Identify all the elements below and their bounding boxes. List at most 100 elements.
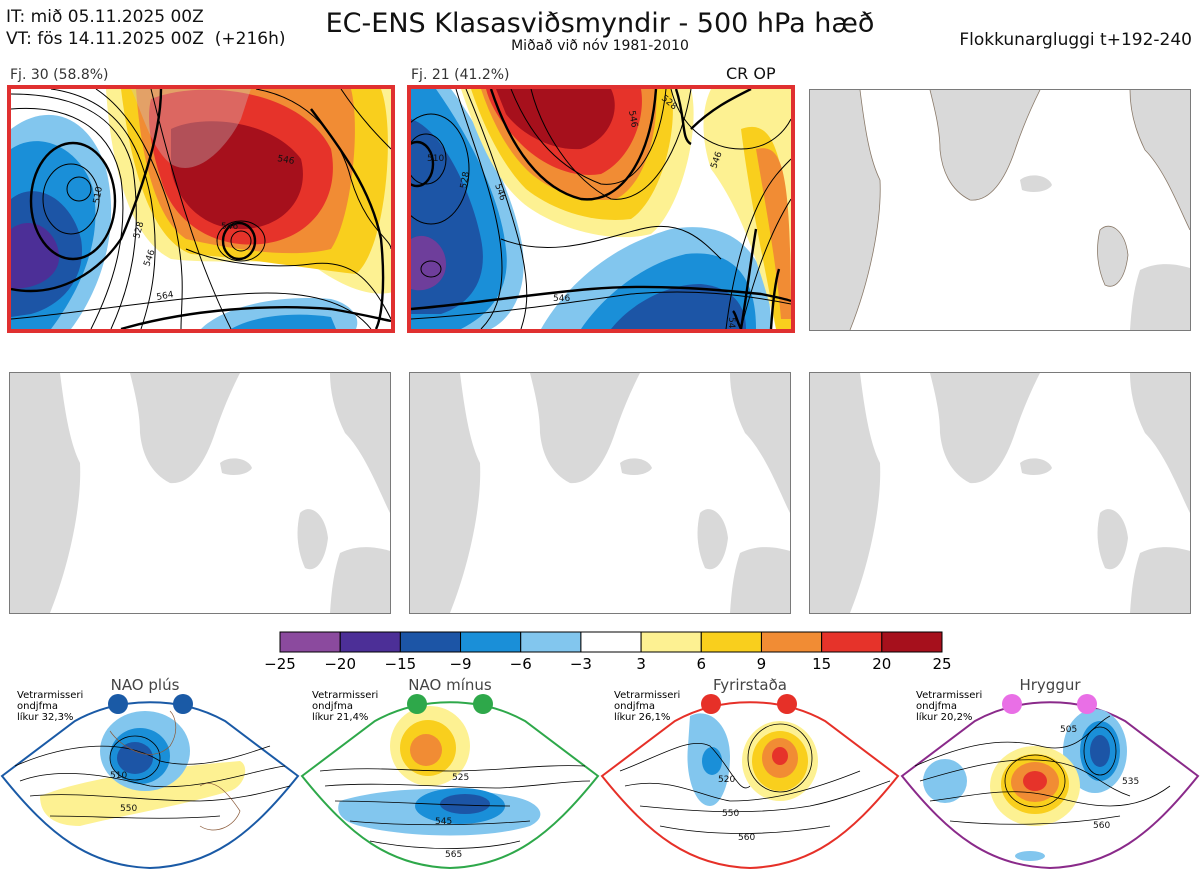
contour-label: 520 — [718, 775, 735, 785]
contour-label: 528 — [459, 171, 472, 190]
colorbar-swatch — [399, 631, 462, 653]
cluster-panel-2[interactable]: 510 528 546 546 546 528 546 546 — [407, 85, 795, 333]
contour-label: 510 — [110, 771, 127, 781]
empty-map — [410, 373, 790, 613]
colorbar-tick-label: 25 — [932, 655, 951, 673]
colorbar-swatch — [640, 631, 702, 653]
colorbar-ticks: −25 −20 −15 −9 −6 −3 3 6 9 15 20 25 — [264, 655, 951, 673]
iceland — [1020, 175, 1052, 193]
regime-season: Vetrarmisseri — [916, 690, 982, 701]
empty-map — [810, 373, 1190, 613]
colorbar-swatch — [520, 631, 582, 653]
empty-map — [10, 373, 390, 613]
colorbar-tick-label: 6 — [696, 655, 706, 673]
contour-label: 505 — [1060, 725, 1077, 735]
regime-season: Vetrarmisseri — [614, 690, 680, 701]
british-isles — [297, 509, 328, 570]
greenland — [530, 373, 640, 484]
colorbar-swatch — [881, 631, 943, 653]
europe — [1130, 547, 1190, 613]
greenland — [130, 373, 240, 484]
page-subtitle: Miðað við nóv 1981-2010 — [511, 38, 689, 54]
regime-probability: líkur 21,4% — [312, 711, 368, 723]
regime-probability: líkur 20,2% — [916, 711, 972, 723]
colorbar-swatch — [700, 631, 762, 653]
regime-probability: líkur 26,1% — [614, 711, 670, 723]
panel-1-label: Fj. 30 (58.8%) — [10, 67, 109, 83]
colorbar-tick-label: 15 — [812, 655, 831, 673]
contour-label: 565 — [445, 850, 462, 860]
cluster-panel-3[interactable] — [809, 89, 1191, 331]
regime-nao-minus: NAO mínus Vetrarmisseri ondjfma líkur 21… — [300, 676, 600, 870]
europe — [1130, 264, 1190, 330]
contour-label: 550 — [722, 809, 739, 819]
colorbar-swatch — [460, 631, 522, 653]
contour-label: 545 — [435, 817, 452, 827]
cluster-1-map: 510 528 546 546 546 564 — [11, 89, 391, 329]
colorbar-swatch — [821, 631, 883, 653]
regime-ridge: Hryggur Vetrarmisseri ondjfma líkur 20,2… — [900, 676, 1200, 870]
contour-label: 510 — [92, 186, 105, 205]
cluster-panel-1[interactable]: 510 528 546 546 546 564 — [7, 85, 395, 333]
regime-type: ondjfma — [17, 701, 58, 712]
cluster-panel-5[interactable] — [409, 372, 791, 614]
colorbar-tick-label: −6 — [510, 655, 532, 673]
canada — [810, 90, 881, 330]
colorbar-tick-label: 9 — [757, 655, 767, 673]
cluster-panel-6[interactable] — [809, 372, 1191, 614]
colorbar-tick-label: 20 — [872, 655, 891, 673]
regime-name: Fyrirstaða — [713, 676, 787, 694]
colorbar-tick-label: −3 — [570, 655, 592, 673]
colorbar-tick-label: −25 — [264, 655, 296, 673]
weather-regimes: NAO plús Vetrarmisseri ondjfma líkur 32,… — [0, 676, 1200, 870]
colorbar-swatches — [279, 631, 943, 653]
contour-label: 528 — [132, 220, 146, 239]
colorbar-tick-label: 3 — [636, 655, 646, 673]
regime-probability: líkur 32,3% — [17, 711, 73, 723]
contour-label: 546 — [221, 222, 238, 232]
iceland — [220, 458, 252, 476]
cluster-panel-4[interactable] — [9, 372, 391, 614]
contour-label: 525 — [452, 773, 469, 783]
contour-label: 535 — [1122, 777, 1139, 787]
greenland — [930, 90, 1040, 201]
scandinavia — [730, 373, 790, 513]
classification-window: Flokkunargluggi t+192-240 — [959, 30, 1192, 50]
regime-blocking: Fyrirstaða Vetrarmisseri ondjfma líkur 2… — [600, 676, 900, 870]
colorbar-swatch — [279, 631, 341, 653]
cluster-2-map: 510 528 546 546 546 528 546 546 — [411, 89, 791, 329]
regime-name: NAO plús — [111, 676, 180, 694]
anomaly-darkred — [171, 121, 303, 229]
colorbar-swatch — [580, 631, 642, 653]
contour-label: 546 — [726, 317, 736, 329]
canada — [810, 373, 881, 613]
initial-time: IT: mið 05.11.2025 00Z — [6, 7, 204, 27]
british-isles — [1097, 509, 1128, 570]
header-times: IT: mið 05.11.2025 00Z VT: fös 14.11.202… — [6, 6, 285, 50]
colorbar-swatch — [339, 631, 401, 653]
europe — [730, 547, 790, 613]
regime-season: Vetrarmisseri — [17, 690, 83, 701]
regime-nao-plus: NAO plús Vetrarmisseri ondjfma líkur 32,… — [0, 676, 300, 870]
control-operational-tag: CR OP — [726, 64, 776, 83]
contour-label: 550 — [120, 804, 137, 814]
scandinavia — [1130, 373, 1190, 513]
anomaly-purple — [11, 223, 60, 289]
contour-label: 546 — [626, 110, 639, 129]
contour-label: 564 — [156, 290, 175, 303]
regime-name: Hryggur — [1019, 676, 1081, 694]
contour-label: 510 — [427, 154, 444, 164]
colorbar-tick-label: −15 — [385, 655, 417, 673]
british-isles — [1097, 226, 1128, 287]
scandinavia — [330, 373, 390, 513]
iceland — [1020, 458, 1052, 476]
contour-label: 560 — [1093, 821, 1110, 831]
panel-2-label: Fj. 21 (41.2%) — [411, 67, 510, 83]
regime-type: ondjfma — [916, 701, 957, 712]
colorbar: −25 −20 −15 −9 −6 −3 3 6 9 15 20 25 — [264, 631, 952, 673]
contour-label: 546 — [276, 154, 295, 167]
valid-time: VT: fös 14.11.2025 00Z (+216h) — [6, 29, 286, 49]
regime-type: ondjfma — [312, 701, 353, 712]
scandinavia — [1130, 90, 1190, 230]
canada — [10, 373, 81, 613]
